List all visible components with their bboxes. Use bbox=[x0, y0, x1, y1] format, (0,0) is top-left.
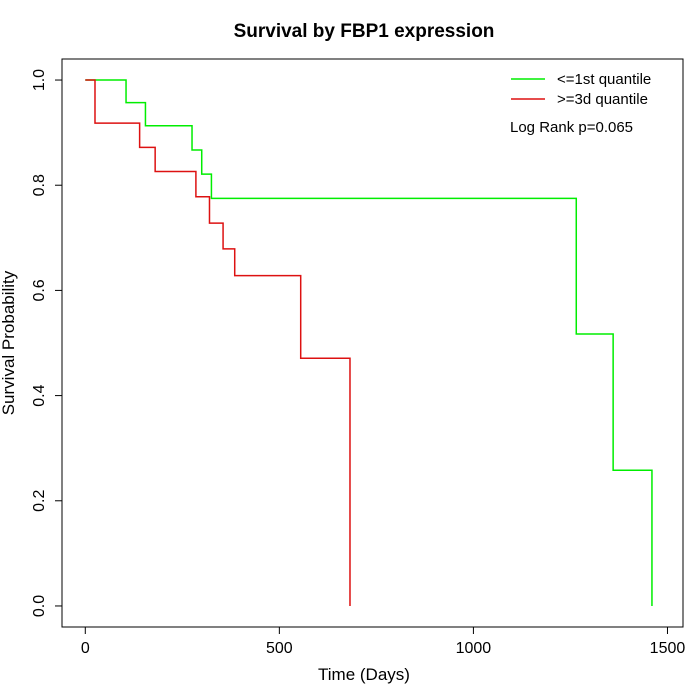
x-tick-label: 0 bbox=[81, 640, 90, 657]
series-line-2 bbox=[85, 79, 351, 606]
x-tick-label: 1500 bbox=[650, 640, 686, 657]
legend: <=1st quantile >=3d quantile bbox=[511, 71, 651, 108]
y-tick-label: 0.4 bbox=[31, 384, 48, 406]
y-tick-label: 0.8 bbox=[31, 174, 48, 196]
series-lines bbox=[85, 79, 653, 606]
log-rank-annotation: Log Rank p=0.065 bbox=[510, 119, 633, 136]
y-tick-label: 0.0 bbox=[31, 595, 48, 617]
legend-label: <=1st quantile bbox=[557, 71, 651, 88]
x-tick-label: 1000 bbox=[456, 640, 492, 657]
x-axis-label: Time (Days) bbox=[318, 665, 410, 684]
series-line-1 bbox=[85, 79, 653, 606]
y-tick-label: 1.0 bbox=[31, 69, 48, 91]
y-tick-label: 0.6 bbox=[31, 279, 48, 301]
x-tick-label: 500 bbox=[266, 640, 293, 657]
axes: 0 500 1000 1500 0.0 0.2 0.4 0.6 0.8 1.0 bbox=[31, 69, 685, 657]
plot-frame bbox=[61, 58, 684, 628]
y-tick-label: 0.2 bbox=[31, 490, 48, 512]
chart-title: Survival by FBP1 expression bbox=[234, 21, 495, 42]
legend-label: >=3d quantile bbox=[557, 91, 648, 108]
y-axis-label: Survival Probability bbox=[0, 270, 18, 415]
